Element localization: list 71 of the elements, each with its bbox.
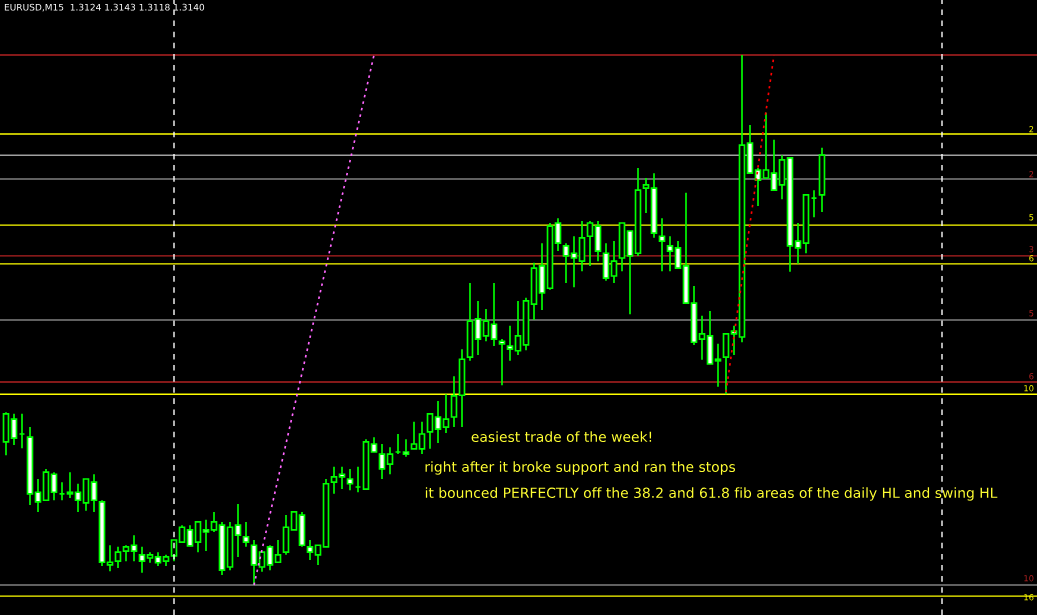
candlestick bbox=[346, 468, 354, 491]
candlestick bbox=[338, 465, 346, 490]
candlestick bbox=[426, 412, 434, 450]
candlestick bbox=[266, 544, 274, 572]
candlestick bbox=[498, 338, 506, 387]
candlestick bbox=[234, 503, 242, 558]
candlestick bbox=[722, 332, 730, 396]
candlestick bbox=[562, 242, 570, 284]
candlestick bbox=[442, 393, 450, 434]
candlestick bbox=[250, 539, 258, 586]
annotation: 6 bbox=[1029, 255, 1034, 262]
annotation: 10 bbox=[1024, 385, 1034, 392]
candlestick bbox=[474, 300, 482, 356]
candlestick bbox=[106, 544, 114, 573]
candlestick bbox=[506, 325, 514, 362]
chart-title: EURUSD,M15 1.3124 1.3143 1.3118 1.3140 bbox=[4, 3, 205, 12]
candlestick bbox=[658, 217, 666, 273]
candlestick bbox=[82, 478, 90, 512]
candlestick bbox=[434, 400, 442, 444]
candlestick bbox=[794, 222, 802, 265]
candlestick bbox=[330, 465, 338, 495]
annotation: 10 bbox=[1024, 575, 1034, 582]
candlestick bbox=[242, 521, 250, 548]
candlestick bbox=[210, 511, 218, 533]
annotation: 3 bbox=[1029, 246, 1034, 253]
candlestick bbox=[130, 534, 138, 563]
candlestick bbox=[482, 308, 490, 343]
candlestick bbox=[138, 546, 146, 574]
candlestick bbox=[66, 471, 74, 499]
candlestick bbox=[586, 220, 594, 267]
annotation: 5 bbox=[1029, 310, 1034, 317]
candlestick bbox=[34, 478, 42, 513]
candlestick bbox=[386, 446, 394, 476]
candlestick bbox=[450, 375, 458, 428]
candlestick bbox=[74, 482, 82, 513]
candlestick bbox=[730, 325, 738, 356]
candlestick bbox=[642, 177, 650, 214]
candlestick bbox=[554, 217, 562, 252]
candlestick bbox=[762, 111, 770, 179]
candlestick bbox=[714, 343, 722, 388]
candlestick bbox=[770, 138, 778, 191]
candlestick bbox=[290, 511, 298, 531]
candlestick bbox=[514, 300, 522, 356]
candlestick bbox=[114, 546, 122, 569]
candlestick bbox=[306, 539, 314, 561]
candlestick bbox=[50, 471, 58, 502]
candlestick bbox=[490, 282, 498, 347]
candlestick bbox=[194, 521, 202, 553]
candlestick bbox=[378, 443, 386, 480]
annotation: it bounced PERFECTLY off the 38.2 and 61.8 fib areas of the daily HL and swing HL bbox=[425, 487, 998, 501]
candlestick bbox=[314, 544, 322, 566]
candlestick bbox=[698, 314, 706, 361]
annotation: easiest trade of the week! bbox=[471, 431, 652, 443]
candlestick bbox=[674, 240, 682, 269]
annotation: 2 bbox=[1029, 126, 1034, 133]
candlestick bbox=[610, 240, 618, 284]
candlestick bbox=[402, 438, 410, 458]
candlestick bbox=[570, 235, 578, 288]
candlestick bbox=[666, 235, 674, 273]
candlestick bbox=[10, 412, 18, 446]
annotation: 6 bbox=[1029, 373, 1034, 380]
candlestick bbox=[202, 518, 210, 552]
candlestick bbox=[274, 539, 282, 564]
annotation: right after it broke support and ran the stops bbox=[425, 461, 736, 475]
candlestick bbox=[90, 473, 98, 513]
candlestick bbox=[418, 420, 426, 455]
candlestick bbox=[186, 524, 194, 547]
candlestick bbox=[410, 420, 418, 450]
annotation: 5 bbox=[1029, 214, 1034, 221]
annotation: 2 bbox=[1029, 171, 1034, 178]
candlestick bbox=[578, 220, 586, 273]
